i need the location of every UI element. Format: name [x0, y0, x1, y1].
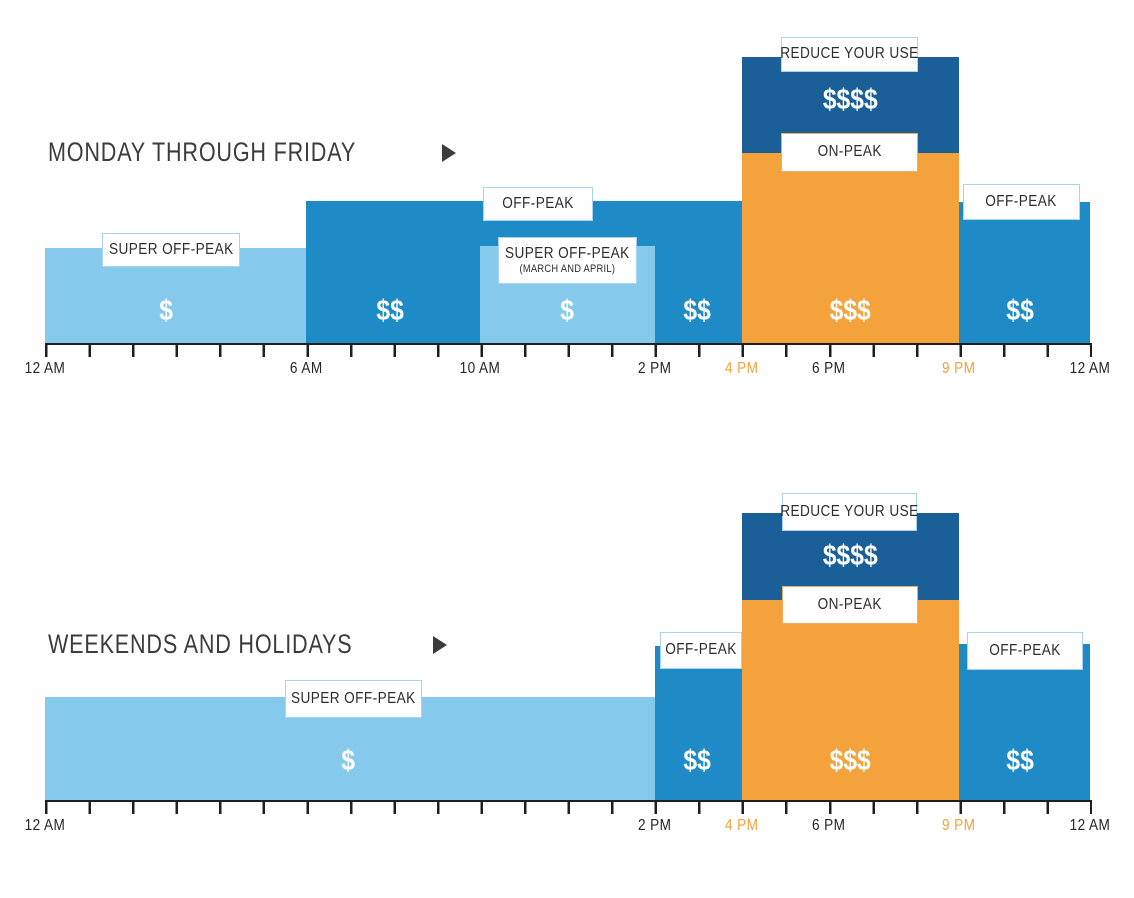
weekday-super-off-peak-cost: $	[159, 295, 173, 327]
weekday-tick-4pm: 4 PM	[725, 360, 759, 377]
weekend-off-peak-afternoon-cost: $$	[683, 745, 711, 777]
weekday-off-peak-tag: OFF-PEAK	[483, 187, 593, 221]
weekend-tick-12am-end: 12 AM	[1069, 817, 1111, 834]
weekday-tick-10am: 10 AM	[459, 360, 501, 377]
weekend-tick-12am: 12 AM	[24, 817, 66, 834]
weekday-title-text: MONDAY THROUGH FRIDAY	[48, 137, 357, 167]
weekday-super-off-peak-tag: SUPER OFF-PEAK	[102, 233, 240, 267]
weekday-reduce-your-use-cost: $$$$	[822, 84, 878, 116]
weekday-on-peak-tag: ON-PEAK	[781, 133, 918, 172]
weekday-off-peak-evening-bar	[959, 202, 1090, 343]
weekday-off-peak-evening-tag: OFF-PEAK	[963, 184, 1080, 220]
weekday-tick-6pm: 6 PM	[812, 360, 846, 377]
weekend-title-text: WEEKENDS AND HOLIDAYS	[48, 629, 353, 659]
weekend-tick-6pm: 6 PM	[812, 817, 846, 834]
weekend-on-peak-bar	[742, 600, 959, 800]
weekend-on-peak-cost: $$$	[829, 745, 871, 777]
weekend-tick-4pm: 4 PM	[725, 817, 759, 834]
weekday-off-peak-afternoon-cost: $$	[683, 295, 711, 327]
weekend-tick-2pm: 2 PM	[638, 817, 672, 834]
weekend-off-peak-evening-cost: $$	[1006, 745, 1034, 777]
weekend-off-peak-evening-tag: OFF-PEAK	[967, 632, 1083, 670]
play-arrow-icon	[432, 635, 447, 654]
weekend-on-peak-tag: ON-PEAK	[782, 586, 918, 624]
weekday-x-axis-ticks	[45, 343, 1092, 357]
weekend-off-peak-afternoon-bar	[655, 646, 742, 800]
weekend-tick-9pm: 9 PM	[942, 817, 976, 834]
weekend-x-axis-ticks	[45, 800, 1092, 814]
weekend-reduce-your-use-tag: REDUCE YOUR USE	[780, 493, 918, 531]
weekday-reduce-your-use-tag: REDUCE YOUR USE	[780, 37, 918, 72]
weekday-tick-12am-end: 12 AM	[1069, 360, 1111, 377]
weekend-off-peak-afternoon-tag: OFF-PEAK	[660, 632, 742, 669]
weekday-tick-6am: 6 AM	[289, 360, 323, 377]
weekday-off-peak-evening-cost: $$	[1006, 295, 1034, 327]
weekday-off-peak-cost: $$	[376, 295, 404, 327]
weekend-super-off-peak-tag: SUPER OFF-PEAK	[285, 680, 422, 718]
weekday-tick-9pm: 9 PM	[942, 360, 976, 377]
play-arrow-icon	[442, 143, 457, 162]
weekday-tick-12am: 12 AM	[24, 360, 66, 377]
weekday-on-peak-bar	[742, 153, 959, 343]
weekend-chart-title: WEEKENDS AND HOLIDAYS	[48, 629, 447, 660]
weekday-tick-2pm: 2 PM	[638, 360, 672, 377]
weekday-super-off-peak-march-april-tag: SUPER OFF-PEAK (MARCH AND APRIL)	[498, 237, 637, 284]
weekday-super-off-peak-march-april-cost: $	[560, 295, 574, 327]
weekday-chart-title: MONDAY THROUGH FRIDAY	[48, 137, 457, 168]
weekend-reduce-your-use-cost: $$$$	[822, 540, 878, 572]
weekend-super-off-peak-cost: $	[341, 745, 355, 777]
weekend-off-peak-evening-bar	[959, 644, 1090, 800]
weekday-on-peak-cost: $$$	[829, 295, 871, 327]
